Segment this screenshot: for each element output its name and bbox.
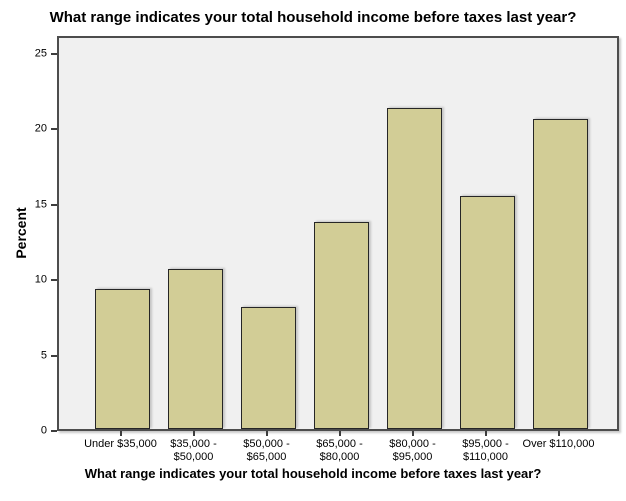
y-tick-label: 25 [34,47,47,60]
x-tick-cell [230,431,303,437]
bars-row [59,38,617,429]
bar [387,108,442,429]
x-tick-label: $80,000 - $95,000 [376,438,449,464]
bar [168,269,223,429]
x-axis-ticks [57,431,619,437]
bar [95,288,150,429]
x-tick-label-line: $50,000 [173,451,214,463]
x-tick-cell [157,431,230,437]
x-tick-mark [557,431,560,436]
bar-cell [305,38,378,429]
x-tick-label-line: $110,000 [462,451,509,463]
bar-cell [159,38,232,429]
y-tick-mark [51,279,57,282]
x-tick-label: $50,000 - $65,000 [230,438,303,464]
bar [533,118,588,429]
x-tick-label: $65,000 - $80,000 [303,438,376,464]
x-tick-label-line: Over $110,000 [522,438,595,450]
x-tick-label-line: $80,000 [319,451,360,463]
chart-title: What range indicates your total househol… [49,9,577,26]
y-tick-label: 10 [34,273,47,286]
x-tick-label-line: $95,000 - [462,438,509,450]
x-tick-label-line: $80,000 - [389,438,436,450]
bar [460,196,515,429]
y-tick-mark [51,128,57,131]
x-tick-label: Under $35,000 [84,438,157,464]
y-tick-mark [51,203,57,206]
bar-cell [378,38,451,429]
y-tick-mark [51,53,57,56]
x-tick-label: Over $110,000 [522,438,595,464]
bar-cell [524,38,597,429]
bar [241,306,296,429]
plot-area [57,36,619,431]
y-tick-label: 20 [34,122,47,135]
x-tick-cell [303,431,376,437]
x-tick-mark [338,431,341,436]
x-tick-label-line: $35,000 - [170,438,217,450]
y-tick-label: 15 [34,198,47,211]
x-tick-mark [411,431,414,436]
x-tick-cell [376,431,449,437]
x-axis-labels: Under $35,000 $35,000 - $50,000 $50,000 - $6… [57,438,619,464]
bar-cell [232,38,305,429]
x-tick-cell [449,431,522,437]
x-tick-cell [84,431,157,437]
bar [314,221,369,429]
x-tick-mark [192,431,195,436]
y-tick-label: 0 [40,424,47,437]
x-tick-label-line: Under $35,000 [84,438,157,450]
x-axis-title: What range indicates your total househol… [84,466,542,481]
x-tick-label-line: $65,000 - [316,438,363,450]
x-tick-label-line: $65,000 [246,451,287,463]
y-tick-label: 5 [40,349,47,362]
y-axis: 0 5 10 15 20 25 [0,36,57,436]
y-tick-mark [51,430,57,432]
bar-cell [86,38,159,429]
x-tick-mark [484,431,487,436]
x-tick-cell [522,431,595,437]
x-tick-label: $35,000 - $50,000 [157,438,230,464]
x-tick-label: $95,000 - $110,000 [449,438,522,464]
x-tick-label-line: $50,000 - [243,438,290,450]
x-tick-label-line: $95,000 [392,451,433,463]
x-tick-mark [119,431,122,436]
y-tick-mark [51,354,57,357]
x-tick-mark [265,431,268,436]
bar-cell [451,38,524,429]
